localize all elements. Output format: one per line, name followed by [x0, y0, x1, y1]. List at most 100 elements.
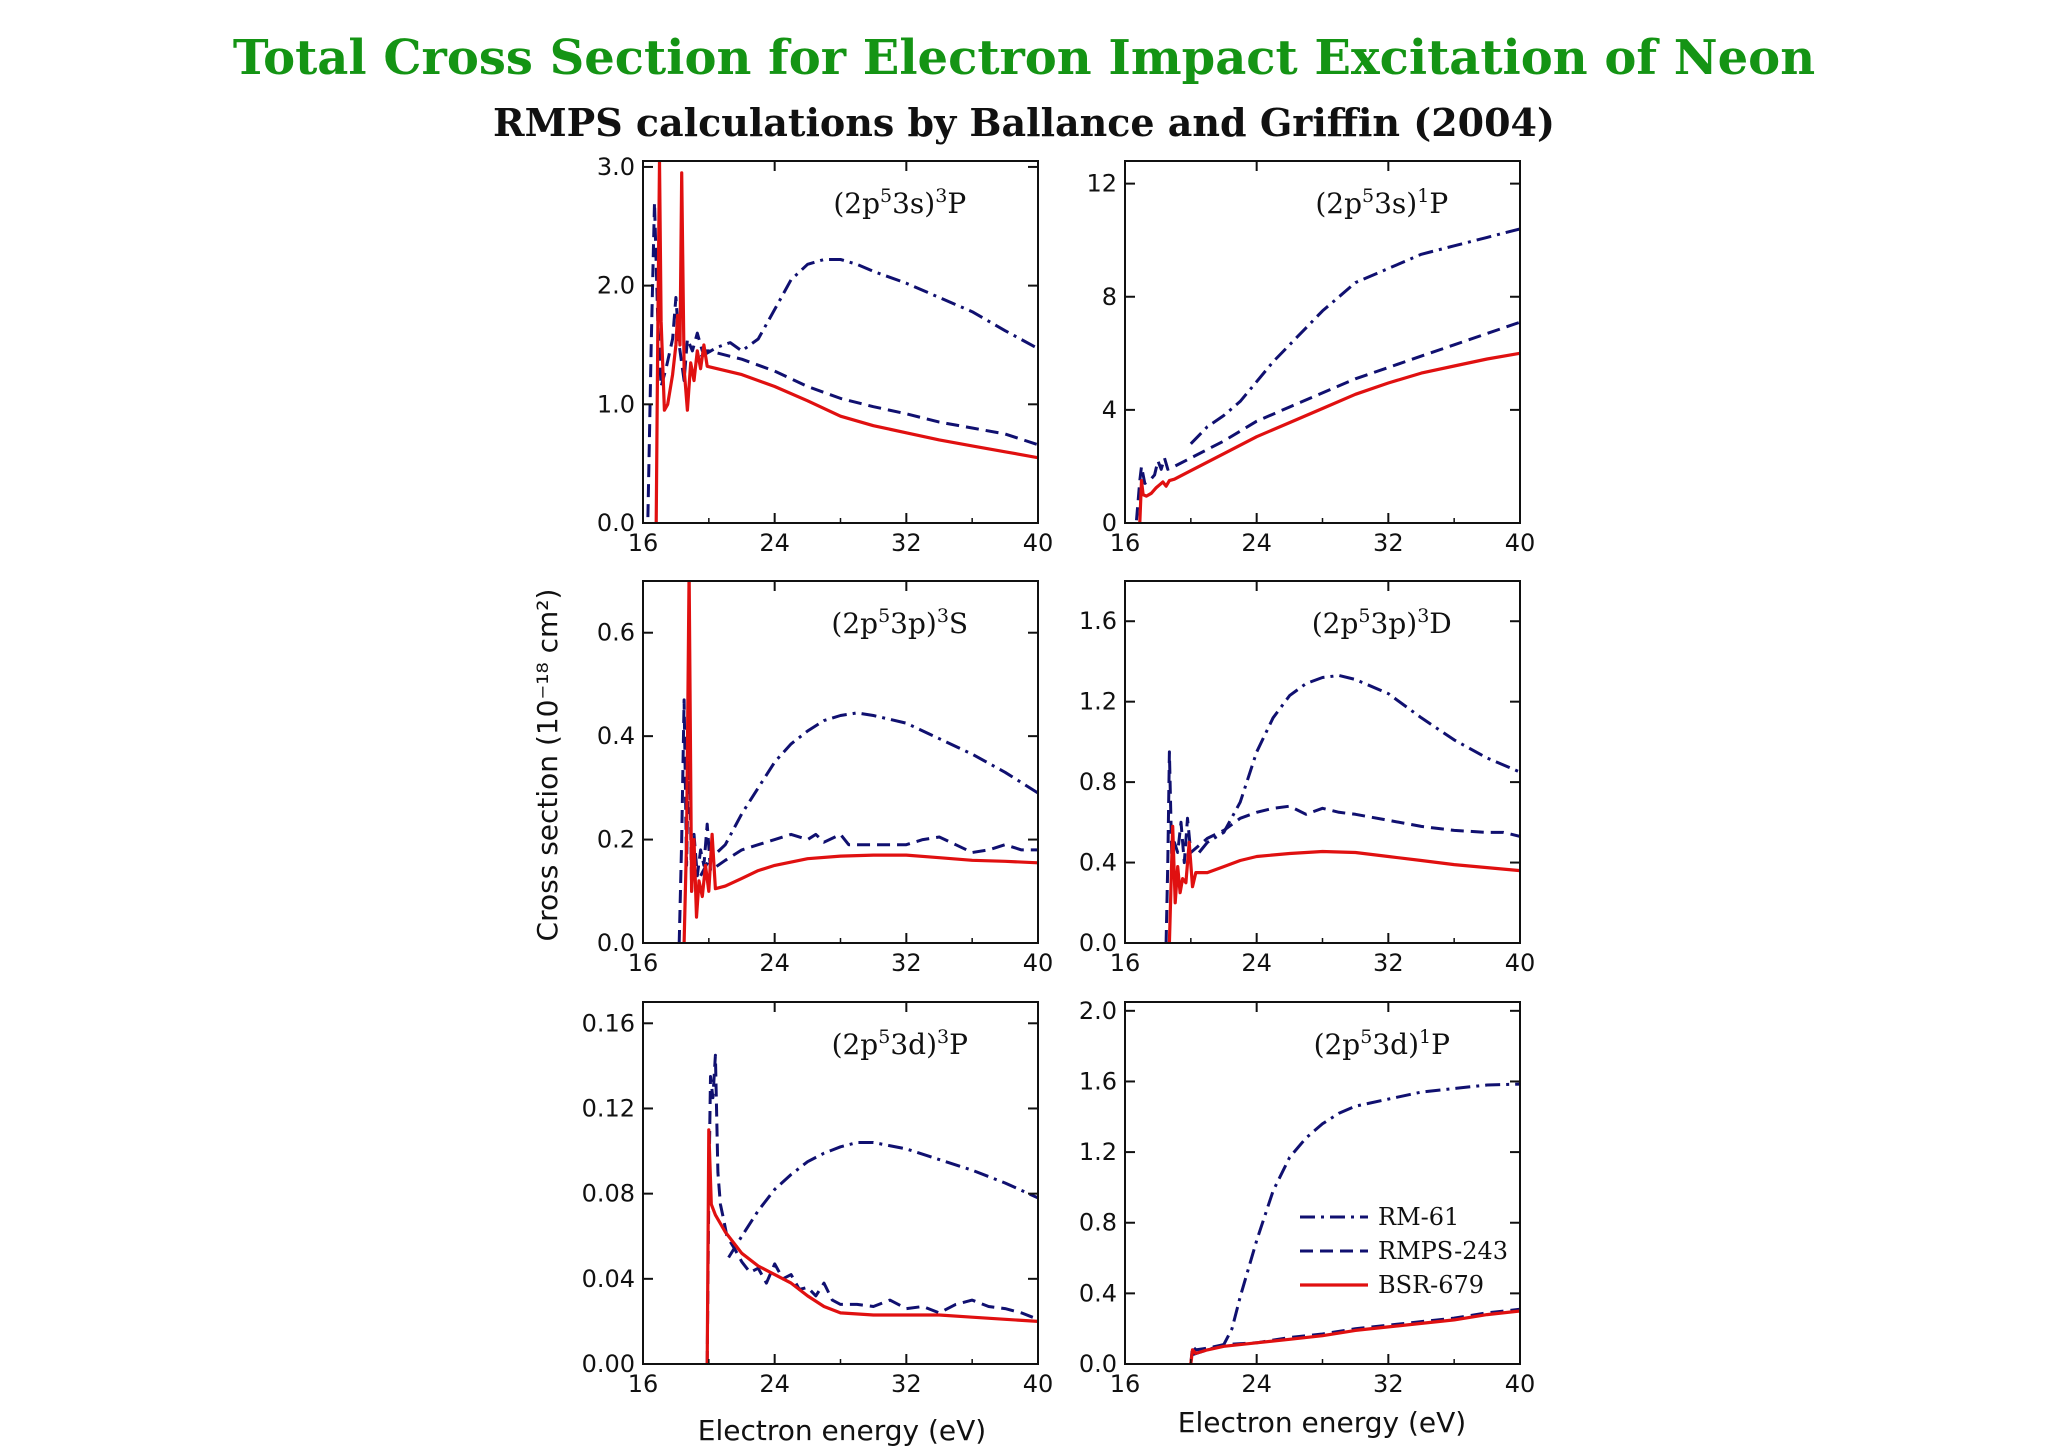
- y-tick-label: 0.04: [582, 1265, 635, 1293]
- y-tick-label: 0.6: [597, 619, 635, 647]
- panel-label-text: 3d): [890, 1028, 937, 1061]
- x-tick-label: 32: [1373, 529, 1404, 557]
- panel-4: 16 24 32 40 0.0 0.4 0.8 1.2 1.6 (2p53p)3D: [1079, 580, 1536, 977]
- y-axis-title: Cross section (10⁻¹⁸ cm²): [531, 589, 564, 942]
- y-tick-label: 0.00: [582, 1350, 635, 1378]
- y-tick-label: 0.0: [597, 509, 635, 537]
- panel-label-superscript: 1: [1417, 185, 1429, 207]
- panel-label-superscript: 5: [1358, 605, 1370, 627]
- x-tick-label: 16: [1110, 949, 1141, 977]
- panel-label-superscript: 5: [1362, 185, 1374, 207]
- panel-label-superscript: 3: [935, 185, 947, 207]
- y-tick-label: 0.16: [582, 1009, 635, 1037]
- y-tick-label: 0.4: [1079, 1279, 1117, 1307]
- panel-label-text: (2p: [1312, 607, 1359, 640]
- panel-label-superscript: 3: [937, 1026, 949, 1048]
- y-tick-label: 0: [1102, 509, 1117, 537]
- y-tick-label: 0.0: [1079, 1350, 1117, 1378]
- series-line-dashed: [677, 698, 1038, 943]
- legend-label: RM-61: [1378, 1203, 1459, 1231]
- panel-label-text: 3p): [890, 607, 937, 640]
- panel-label-text: S: [949, 607, 968, 640]
- panel-3: 16 24 32 40 0.0 0.2 0.4 0.6 (2p53p)3S: [597, 580, 1054, 977]
- panel-label-superscript: 5: [1360, 1026, 1372, 1048]
- y-tick-label: 0.0: [1079, 929, 1117, 957]
- x-tick-label: 40: [1023, 949, 1054, 977]
- panel-label: (2p53s)1P: [1315, 185, 1448, 220]
- panel-label-text: 3s): [892, 187, 935, 220]
- y-tick-label: 0.08: [582, 1180, 635, 1208]
- y-tick-label: 1.6: [1079, 1067, 1117, 1095]
- panel-label-text: (2p: [1314, 1028, 1361, 1061]
- series-line-solid: [1138, 351, 1520, 523]
- panel-label-text: (2p: [832, 1028, 879, 1061]
- panel-label-superscript: 1: [1419, 1026, 1431, 1048]
- x-tick-label: 16: [628, 1370, 659, 1398]
- y-tick-label: 3.0: [597, 153, 635, 181]
- panel-label: (2p53p)3S: [831, 605, 968, 640]
- panel-label-text: 3p): [1371, 607, 1418, 640]
- panel-label-text: P: [947, 187, 966, 220]
- series-line-solid: [1189, 1309, 1520, 1364]
- panel-label-superscript: 3: [1417, 605, 1429, 627]
- series-line-dashdot: [699, 258, 1038, 359]
- y-tick-label: 0.4: [1079, 849, 1117, 877]
- x-tick-label: 24: [759, 529, 790, 557]
- x-tick-label: 24: [1241, 1370, 1272, 1398]
- y-tick-label: 1.2: [1079, 688, 1117, 716]
- x-tick-label: 40: [1023, 529, 1054, 557]
- series-line-dashdot: [699, 711, 1038, 877]
- x-tick-label: 40: [1505, 1370, 1536, 1398]
- panel-label-text: 3s): [1374, 187, 1417, 220]
- x-tick-label: 32: [891, 1370, 922, 1398]
- legend-label: BSR-679: [1378, 1271, 1484, 1299]
- legend-label: RMPS-243: [1378, 1237, 1508, 1265]
- x-tick-label: 16: [1110, 1370, 1141, 1398]
- x-tick-label: 40: [1505, 949, 1536, 977]
- panel-label-superscript: 5: [878, 1026, 890, 1048]
- panel-label-text: (2p: [1315, 187, 1362, 220]
- panel-label-superscript: 3: [937, 605, 949, 627]
- panel-label-text: (2p: [831, 607, 878, 640]
- x-tick-label: 32: [891, 949, 922, 977]
- y-tick-label: 0.12: [582, 1094, 635, 1122]
- x-tick-label: 40: [1023, 1370, 1054, 1398]
- legend: RM-61 RMPS-243 BSR-679: [1300, 1203, 1508, 1299]
- y-tick-label: 8: [1102, 283, 1117, 311]
- x-tick-label: 16: [628, 529, 659, 557]
- y-tick-label: 0.2: [597, 826, 635, 854]
- series-line-solid: [654, 161, 1038, 523]
- series-line-dashdot: [1190, 1082, 1520, 1357]
- series-line-dashed: [1164, 750, 1520, 943]
- series-line-solid: [682, 581, 1038, 943]
- x-tick-label: 40: [1505, 529, 1536, 557]
- y-tick-label: 1.2: [1079, 1138, 1117, 1166]
- series-line-solid: [705, 1128, 1038, 1364]
- panel-label-superscript: 5: [880, 185, 892, 207]
- page-title: Total Cross Section for Electron Impact …: [232, 30, 1816, 86]
- x-tick-label: 24: [759, 1370, 790, 1398]
- panel-label-text: 3d): [1372, 1028, 1419, 1061]
- y-tick-label: 0.8: [1079, 1209, 1117, 1237]
- panel-label-text: P: [1429, 187, 1448, 220]
- x-tick-label: 24: [1241, 949, 1272, 977]
- y-tick-label: 1.6: [1079, 607, 1117, 635]
- series-line-solid: [1167, 824, 1520, 943]
- y-tick-label: 4: [1102, 396, 1117, 424]
- panel-label: (2p53d)1P: [1314, 1026, 1450, 1061]
- panel-2: 16 24 32 40 0 4 8 12 (2p53s)1P: [1086, 160, 1536, 557]
- series-line-dashed: [1189, 1307, 1520, 1364]
- series-line-dashed: [646, 201, 1038, 518]
- panel-label: (2p53s)3P: [833, 185, 966, 220]
- x-tick-label: 24: [759, 949, 790, 977]
- x-tick-label: 24: [1241, 529, 1272, 557]
- series-line-dashed: [1135, 320, 1520, 521]
- y-tick-label: 0.0: [597, 929, 635, 957]
- x-tick-label: 16: [1110, 529, 1141, 557]
- x-tick-label: 32: [891, 529, 922, 557]
- y-tick-label: 1.0: [597, 390, 635, 418]
- panel-label-text: P: [1431, 1028, 1450, 1061]
- panel-5: 16 24 32 40 0.00 0.04 0.08 0.12 0.16 (2p53d)3P: [582, 1001, 1054, 1398]
